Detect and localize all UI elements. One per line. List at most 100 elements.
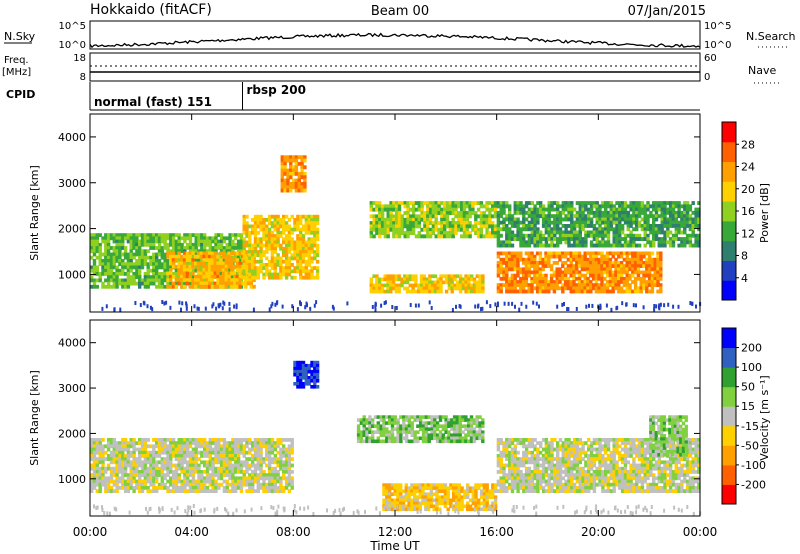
data-cell (90, 450, 94, 455)
data-cell (248, 234, 252, 238)
data-cell (202, 268, 206, 273)
data-cell (228, 463, 232, 468)
data-cell (550, 214, 554, 219)
data-cell (564, 204, 568, 209)
data-cell (169, 460, 173, 465)
data-cell (101, 236, 105, 241)
data-cell (281, 304, 284, 309)
data-cell (601, 210, 605, 215)
data-cell (256, 486, 260, 490)
data-cell (647, 261, 652, 265)
data-cell (411, 204, 416, 209)
data-cell (464, 274, 468, 279)
data-cell (262, 230, 266, 235)
data-cell (615, 207, 619, 212)
data-cell (575, 240, 580, 245)
data-cell (561, 237, 565, 241)
data-cell (121, 466, 125, 471)
data-cell (95, 457, 99, 461)
data-cell (371, 430, 375, 434)
data-cell (578, 217, 582, 222)
data-cell (635, 201, 639, 205)
data-cell (637, 220, 642, 225)
data-cell (472, 289, 477, 294)
data-cell (658, 306, 661, 311)
data-cell (289, 165, 293, 170)
data-cell (95, 233, 99, 237)
data-cell (276, 243, 280, 248)
data-cell (126, 489, 131, 493)
data-cell (505, 283, 509, 287)
data-cell (313, 221, 317, 225)
data-cell (595, 207, 599, 212)
data-cell (362, 439, 366, 444)
data-cell (405, 274, 410, 279)
data-cell (516, 201, 520, 205)
data-cell (653, 307, 656, 312)
data-cell (538, 267, 543, 272)
data-cell (182, 284, 187, 289)
data-cell (245, 479, 249, 484)
data-cell (496, 214, 501, 219)
data-cell (494, 302, 497, 307)
data-cell (106, 457, 111, 461)
data-cell (442, 274, 446, 279)
data-cell (169, 274, 173, 279)
data-cell (553, 230, 557, 235)
data-cell (297, 181, 301, 186)
data-cell (273, 482, 277, 487)
data-cell (155, 473, 159, 477)
data-cell (383, 274, 387, 279)
data-cell (663, 207, 667, 212)
data-cell (169, 281, 173, 286)
data-cell (129, 466, 133, 471)
data-cell (98, 486, 102, 490)
data-cell (527, 289, 531, 294)
data-cell (287, 466, 292, 471)
data-cell (583, 267, 587, 272)
data-cell (112, 441, 116, 445)
data-cell (259, 444, 263, 449)
data-cell (436, 286, 440, 291)
data-cell (169, 278, 173, 283)
data-cell (443, 227, 447, 232)
data-cell (642, 254, 646, 259)
data-cell (420, 204, 424, 209)
data-cell (592, 210, 597, 215)
data-cell (210, 274, 215, 279)
data-cell (411, 214, 416, 219)
data-cell (620, 224, 625, 228)
data-cell (419, 277, 424, 282)
data-cell (224, 268, 228, 273)
data-cell (654, 233, 659, 238)
data-cell (600, 276, 604, 281)
data-cell (587, 210, 591, 215)
data-cell (253, 476, 258, 481)
data-cell (287, 447, 292, 452)
data-cell (115, 476, 119, 481)
data-cell (155, 463, 159, 468)
data-cell (451, 217, 455, 222)
data-cell (461, 277, 465, 282)
data-cell (138, 460, 142, 465)
data-cell (310, 256, 314, 261)
data-cell (270, 304, 273, 309)
data-cell (231, 242, 235, 247)
data-cell (106, 275, 111, 279)
data-cell (138, 447, 142, 452)
data-cell (505, 230, 509, 235)
data-cell (287, 266, 292, 270)
data-cell (301, 269, 306, 274)
data-cell (296, 269, 300, 274)
data-cell (431, 214, 436, 219)
data-cell (217, 242, 221, 247)
data-cell (182, 264, 187, 269)
data-cell (609, 224, 613, 228)
data-cell (408, 277, 412, 282)
data-cell (126, 444, 131, 449)
data-cell (171, 272, 176, 276)
data-cell (313, 214, 317, 219)
data-cell (169, 466, 173, 471)
data-cell (604, 207, 608, 212)
data-cell (202, 271, 206, 276)
